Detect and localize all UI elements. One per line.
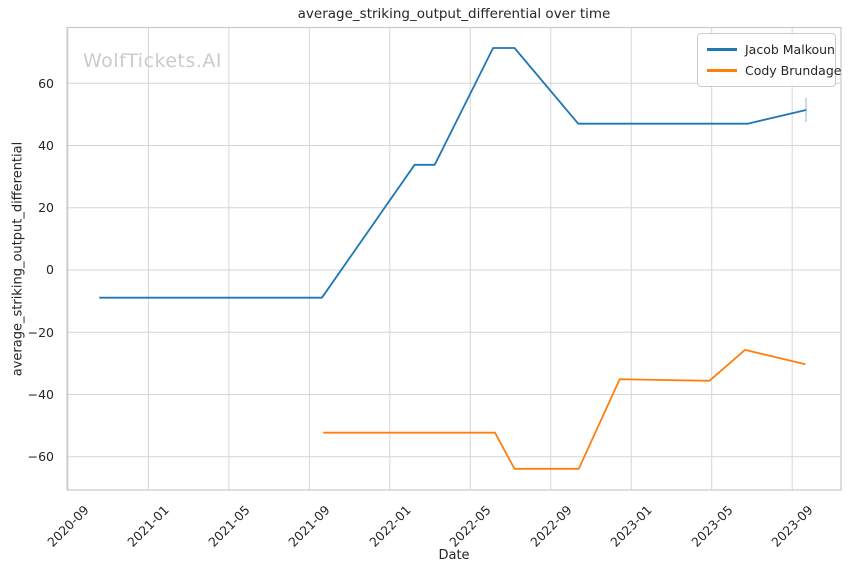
y-tick-label: 20 <box>38 200 54 216</box>
plot-border <box>66 26 842 491</box>
series-line-cody-brundage <box>323 348 806 470</box>
legend-label: Cody Brundage <box>745 63 842 78</box>
y-tick-label: −60 <box>27 449 54 465</box>
x-axis-label: Date <box>438 548 470 563</box>
y-tick-label: 0 <box>46 262 54 278</box>
y-axis-label: average_striking_output_differential <box>10 141 26 377</box>
legend-line-swatch-blue <box>707 48 737 51</box>
legend: Jacob Malkoun Cody Brundage <box>697 33 841 87</box>
chart-title: average_striking_output_differential ove… <box>297 6 611 22</box>
series-line-jacob-malkoun <box>99 47 807 299</box>
legend-label: Jacob Malkoun <box>745 42 835 57</box>
legend-item-cody-brundage: Cody Brundage <box>707 60 841 81</box>
legend-item-jacob-malkoun: Jacob Malkoun <box>707 39 835 60</box>
y-tick-label: −40 <box>27 386 54 402</box>
watermark: WolfTickets.AI <box>83 50 223 72</box>
y-tick-label: 60 <box>38 75 54 91</box>
legend-line-swatch-orange <box>707 69 737 72</box>
y-tick-label: −20 <box>27 324 54 340</box>
y-tick-label: 40 <box>38 137 54 153</box>
